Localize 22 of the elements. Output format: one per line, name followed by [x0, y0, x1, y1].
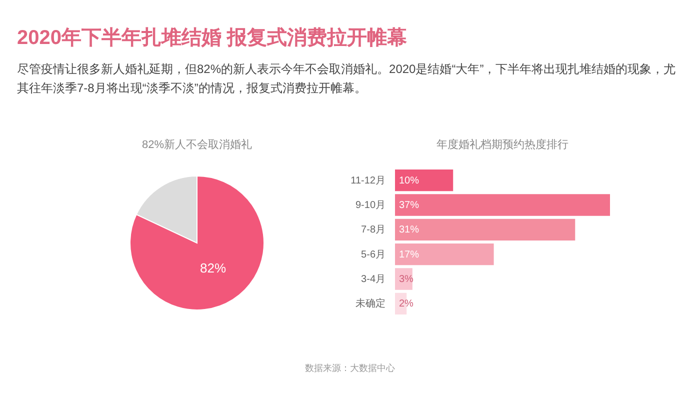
text: 尽管疫情让很多新人婚礼延期，但82%的新人表示今年不会取消婚礼。2020是结婚“大年”，下半年将出现扎堆结婚的现象，尤其往年淡季7-8月将出现“淡季不淡”的情况，报复式消费拉开帷幕。: [17, 61, 677, 97]
source-note: 数据来源：大数据中心: [304, 362, 396, 375]
y-tick-label: 9-10月: [355, 200, 386, 211]
bar: [395, 243, 494, 266]
chart-title: 82%新人不会取消婚礼: [142, 138, 252, 151]
y-tick-label: 11-12月: [350, 175, 386, 186]
bar: [395, 169, 454, 192]
data-label: 37%: [399, 200, 420, 211]
bar: [395, 194, 610, 216]
pie-slice: [130, 176, 264, 310]
data-label: 10%: [399, 175, 420, 186]
text: 2020年下半年扎堆结婚 报复式消费拉开帷幕: [17, 26, 408, 51]
data-label: 2%: [399, 298, 414, 310]
bar: [395, 218, 576, 241]
y-tick-label: 7-8月: [361, 224, 386, 236]
y-tick-label: 3-4月: [361, 274, 386, 285]
data-label: 31%: [399, 224, 420, 236]
y-tick-label: 未确定: [356, 298, 386, 310]
data-label: 17%: [399, 249, 420, 260]
data-label: 82%: [200, 260, 227, 276]
y-tick-label: 5-6月: [361, 249, 386, 260]
chart-title: 年度婚礼档期预约热度排行: [436, 138, 568, 151]
